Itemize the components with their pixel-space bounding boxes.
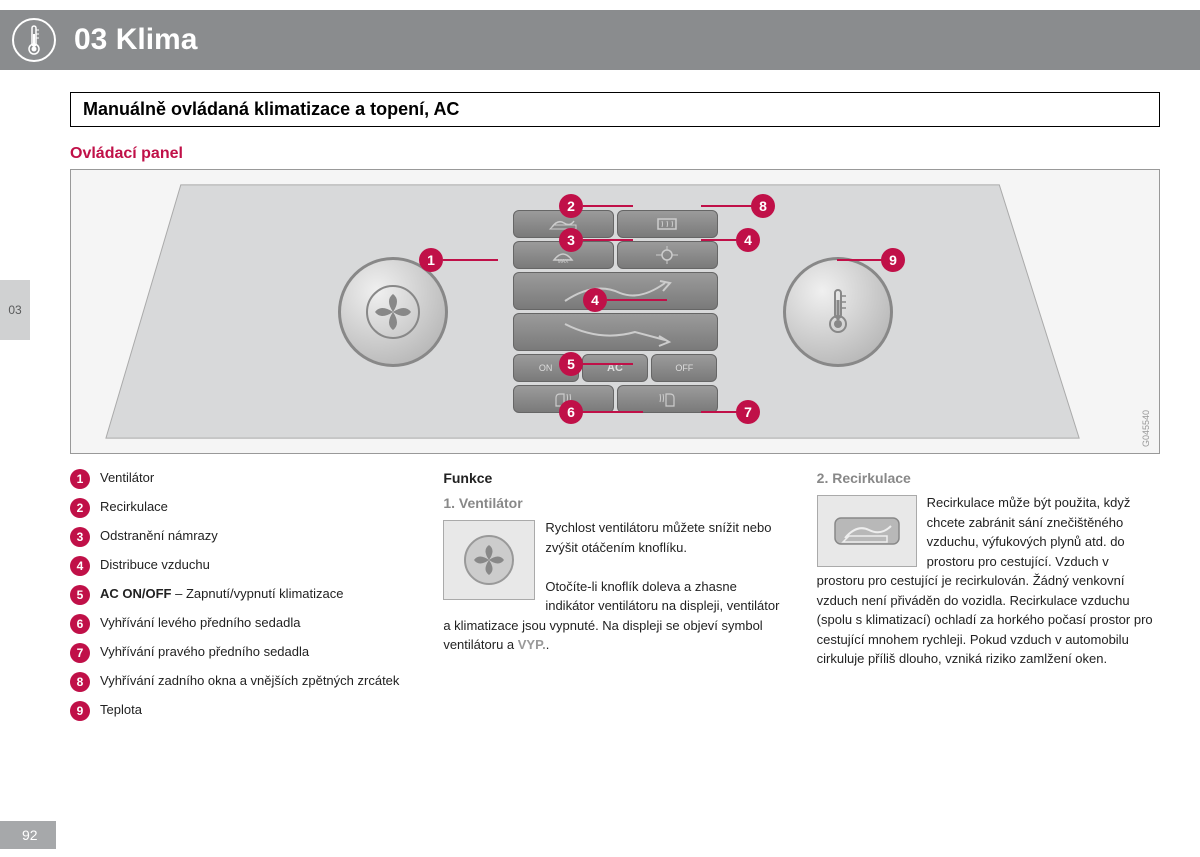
legend-text: AC ON/OFF – Zapnutí/vypnutí klimatizace xyxy=(100,584,343,604)
callout-7: 7 xyxy=(736,400,760,424)
recirc-thumb-icon xyxy=(817,495,917,567)
legend-item: 3 Odstranění námrazy xyxy=(70,526,413,547)
image-code: G045540 xyxy=(1141,410,1151,447)
air-distribution-face-icon xyxy=(617,241,718,269)
legend-text: Recirkulace xyxy=(100,497,168,517)
legend-number: 5 xyxy=(70,585,90,605)
callout-line xyxy=(701,411,737,413)
callout-8: 8 xyxy=(751,194,775,218)
legend-item: 1 Ventilátor xyxy=(70,468,413,489)
legend-item: 6 Vyhřívání levého předního sedadla xyxy=(70,613,413,634)
panel-heading: Ovládací panel xyxy=(70,145,1200,163)
legend-item: 7 Vyhřívání pravého předního sedadla xyxy=(70,642,413,663)
legend-number: 4 xyxy=(70,556,90,576)
callout-line xyxy=(607,299,667,301)
legend-column: 1 Ventilátor 2 Recirkulace 3 Odstranění námra… xyxy=(70,468,413,729)
legend-item: 9 Teplota xyxy=(70,700,413,721)
callout-6: 6 xyxy=(559,400,583,424)
legend-number: 9 xyxy=(70,701,90,721)
chapter-title: 03 Klima xyxy=(74,23,197,57)
callout-line xyxy=(701,239,737,241)
callout-line xyxy=(443,259,498,261)
callout-2: 2 xyxy=(559,194,583,218)
funkce-column: Funkce 1. Ventilátor Rychlost ventilátor… xyxy=(443,468,786,729)
fan-thumb-icon xyxy=(443,520,535,600)
funkce-heading: Funkce xyxy=(443,468,786,489)
ventilator-heading: 1. Ventilátor xyxy=(443,493,786,514)
legend-text: Vyhřívání levého předního sedadla xyxy=(100,613,300,633)
legend-text: Vyhřívání pravého předního sedadla xyxy=(100,642,309,662)
legend-number: 6 xyxy=(70,614,90,634)
vent-para1: Rychlost ventilátoru můžete snížit nebo … xyxy=(545,520,771,555)
thermometer-icon xyxy=(12,18,56,62)
legend-item: 2 Recirkulace xyxy=(70,497,413,518)
callout-line xyxy=(583,411,643,413)
callout-1: 1 xyxy=(419,248,443,272)
callout-line xyxy=(583,239,633,241)
rear-defog-button-icon xyxy=(617,210,718,238)
callout-line xyxy=(583,205,633,207)
legend-text: Odstranění námrazy xyxy=(100,526,218,546)
temperature-dial-icon xyxy=(783,257,893,367)
legend-text: Ventilátor xyxy=(100,468,154,488)
callout-line xyxy=(583,363,633,365)
legend-text: Vyhřívání zadního okna a vnějších zpětný… xyxy=(100,671,399,691)
callout-5: 5 xyxy=(559,352,583,376)
page-number: 92 xyxy=(0,821,56,849)
callout-9: 9 xyxy=(881,248,905,272)
legend-number: 2 xyxy=(70,498,90,518)
section-title-box: Manuálně ovládaná klimatizace a topení, … xyxy=(70,92,1160,127)
content-columns: 1 Ventilátor 2 Recirkulace 3 Odstranění námra… xyxy=(70,468,1160,729)
ac-off-button: OFF xyxy=(651,354,717,382)
recirkulace-column: 2. Recirkulace Recirkulace může být použ… xyxy=(817,468,1160,729)
callout-3: 3 xyxy=(559,228,583,252)
air-distribution-big-icon xyxy=(513,272,718,310)
legend-item: 5 AC ON/OFF – Zapnutí/vypnutí klimatizace xyxy=(70,584,413,605)
legend-list: 1 Ventilátor 2 Recirkulace 3 Odstranění námra… xyxy=(70,468,413,721)
ac-label: AC xyxy=(582,354,648,382)
recirkulace-heading: 2. Recirkulace xyxy=(817,468,1160,489)
legend-number: 8 xyxy=(70,672,90,692)
callout-line xyxy=(701,205,752,207)
callout-4: 4 xyxy=(583,288,607,312)
legend-text: Teplota xyxy=(100,700,142,720)
legend-item: 8 Vyhřívání zadního okna a vnějších zpětn… xyxy=(70,671,413,692)
callout-line xyxy=(837,259,882,261)
legend-number: 3 xyxy=(70,527,90,547)
legend-item: 4 Distribuce vzduchu xyxy=(70,555,413,576)
legend-number: 1 xyxy=(70,469,90,489)
svg-text:MAX: MAX xyxy=(558,259,570,264)
vent-vyp: VYP. xyxy=(518,637,546,652)
page-header: 03 Klima xyxy=(0,10,1200,70)
section-title: Manuálně ovládaná klimatizace a topení, … xyxy=(83,99,1147,120)
seat-heat-right-icon xyxy=(617,385,718,413)
callout-4b: 4 xyxy=(736,228,760,252)
vent-para2c: . xyxy=(546,637,550,652)
legend-number: 7 xyxy=(70,643,90,663)
side-chapter-tab: 03 xyxy=(0,280,30,340)
control-panel-diagram: MAX ON AC OFF xyxy=(70,169,1160,454)
air-distribution-floor-icon xyxy=(513,313,718,351)
legend-text: Distribuce vzduchu xyxy=(100,555,210,575)
fan-dial-icon xyxy=(338,257,448,367)
